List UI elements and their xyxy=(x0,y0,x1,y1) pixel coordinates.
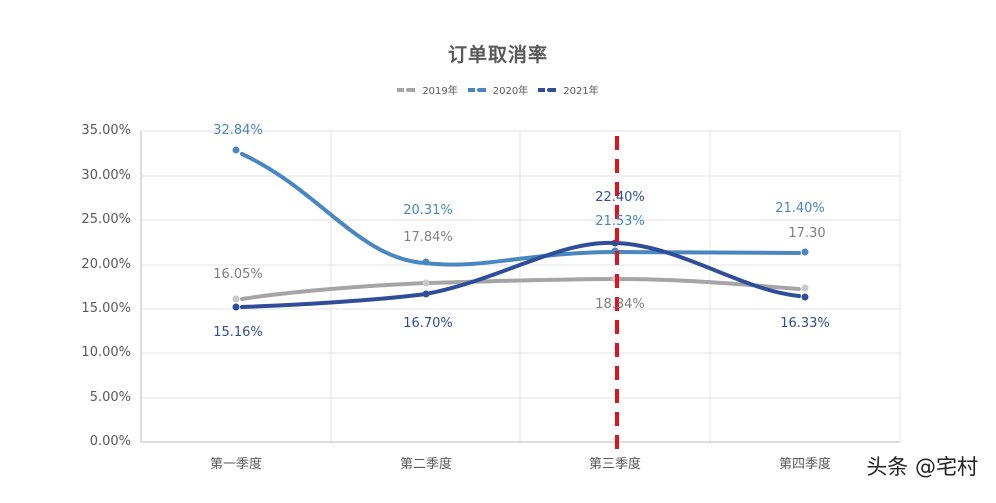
series-2021-line xyxy=(240,240,801,309)
series-2019-line xyxy=(240,276,801,301)
x-tick: 第二季度 xyxy=(399,457,452,472)
y-tick: 30.00% xyxy=(81,168,131,183)
legend-item-2019: 2019年 xyxy=(397,82,458,97)
y-tick: 25.00% xyxy=(81,212,131,227)
data-label-2020-q3: 21.53% xyxy=(595,214,645,229)
legend-label: 2019年 xyxy=(422,86,458,97)
data-label-2019-q4: 17.30 xyxy=(788,226,826,241)
y-tick: 10.00% xyxy=(81,345,131,360)
x-tick: 第三季度 xyxy=(588,457,641,472)
y-tick: 15.00% xyxy=(81,301,131,316)
legend-swatch-2021 xyxy=(538,87,561,92)
data-label-2019-q1: 16.05% xyxy=(213,267,263,282)
x-tick: 第一季度 xyxy=(209,457,262,472)
data-label-2019-q3: 18.34% xyxy=(595,297,645,312)
legend-swatch-2019 xyxy=(397,87,420,92)
data-label-2020-q2: 20.31% xyxy=(403,203,453,218)
data-label-2021-q1: 15.16% xyxy=(213,325,263,340)
data-label-2020-q4: 21.40% xyxy=(775,201,825,216)
legend-label: 2020年 xyxy=(492,86,529,97)
y-tick: 0.00% xyxy=(89,434,131,449)
data-label-2021-q2: 16.70% xyxy=(403,316,453,331)
x-tick: 第四季度 xyxy=(778,457,831,472)
data-label-2019-q2: 17.84% xyxy=(403,230,453,245)
legend-item-2020: 2020年 xyxy=(467,82,529,97)
chart-title: 订单取消率 xyxy=(447,44,548,66)
series-2020-line xyxy=(240,152,801,267)
data-label-2021-q3: 22.40% xyxy=(595,190,645,205)
legend-swatch-2020 xyxy=(467,87,490,92)
y-tick: 20.00% xyxy=(81,257,131,272)
legend: 2019年 2020年 2021年 xyxy=(0,82,996,97)
data-label-2020-q1: 32.84% xyxy=(213,123,263,138)
y-tick: 5.00% xyxy=(89,390,131,405)
y-tick: 35.00% xyxy=(81,123,131,138)
data-label-2021-q4: 16.33% xyxy=(780,316,830,331)
legend-label: 2021年 xyxy=(563,86,599,97)
gridlines xyxy=(141,130,901,442)
watermark: 头条 @宅村 xyxy=(866,455,978,479)
legend-item-2021: 2021年 xyxy=(538,82,599,97)
